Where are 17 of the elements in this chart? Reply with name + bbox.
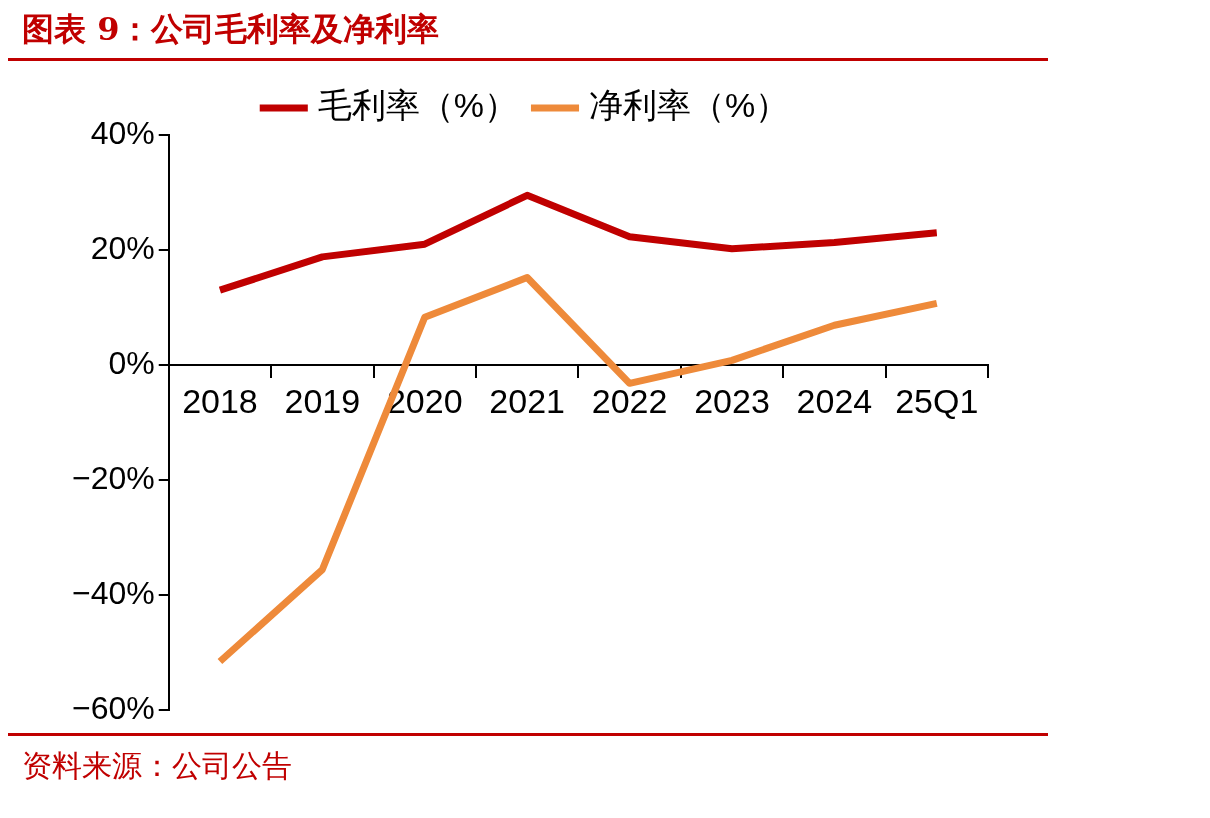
y-tick-label: 0% [108, 344, 155, 381]
y-tick-label: −60% [72, 689, 155, 726]
x-tick-label: 2021 [489, 381, 565, 420]
legend-label: 净利率（%） [589, 86, 790, 125]
x-tick-label: 2019 [284, 381, 361, 420]
x-tick-label: 2024 [796, 381, 873, 420]
chart-title: 图表 9：公司毛利率及净利率 [8, 8, 1048, 61]
y-tick-label: 20% [90, 229, 155, 266]
y-tick-label: −20% [72, 459, 155, 496]
x-tick-label: 2022 [591, 381, 668, 420]
x-tick-label: 25Q1 [895, 381, 979, 420]
x-tick-label: 2018 [182, 381, 258, 420]
text: 资料来源：公司公告 [22, 747, 293, 785]
x-tick-label: 2023 [694, 381, 770, 420]
y-tick-label: 40% [90, 114, 155, 151]
legend-label: 毛利率（%） [317, 86, 518, 125]
y-tick-label: −40% [72, 574, 155, 611]
